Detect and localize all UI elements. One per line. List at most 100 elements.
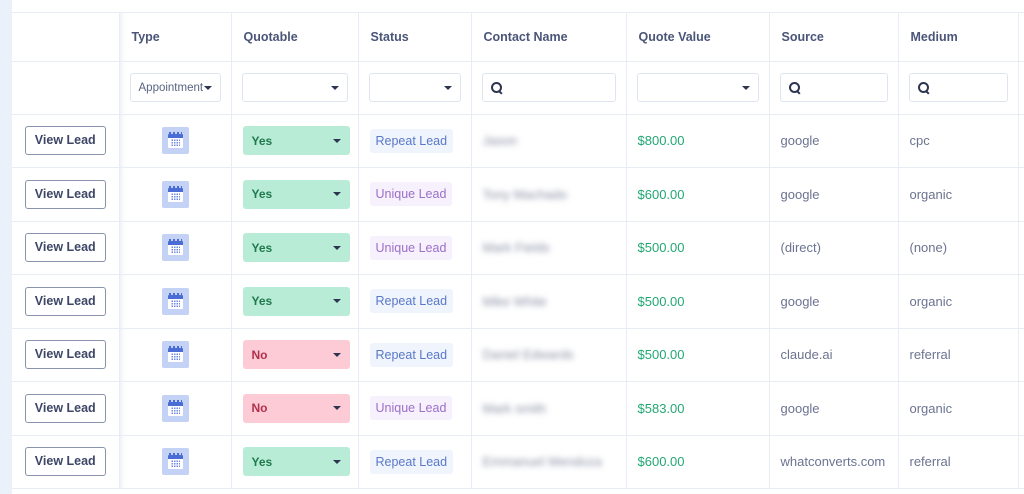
- source-value: google: [780, 133, 820, 149]
- medium-cell: (none): [898, 221, 1019, 275]
- status-badge: Unique Lead: [369, 396, 453, 421]
- quote-value: $800.00: [637, 133, 685, 149]
- status-badge: Unique Lead: [369, 182, 453, 207]
- quotable-value: Yes: [251, 187, 273, 202]
- chevron-down-icon: [330, 85, 339, 90]
- contact-name: Daniel Edwards: [482, 347, 574, 363]
- view-lead-button[interactable]: View Lead: [24, 286, 106, 316]
- column-header-overflow: [1018, 13, 1024, 62]
- view-lead-button[interactable]: View Lead: [24, 393, 106, 423]
- filter-source-cell: [769, 61, 899, 115]
- source-cell: claude.ai: [769, 328, 899, 382]
- contact-name: Mark smith: [482, 400, 547, 416]
- column-header-source[interactable]: Source: [769, 13, 899, 62]
- column-header-quote-value[interactable]: Quote Value: [626, 13, 770, 62]
- leads-table: Type Quotable Status Contact Name Quote …: [12, 12, 1024, 494]
- row-overflow: [1018, 328, 1024, 382]
- row-overflow: [1018, 274, 1024, 329]
- quotable-value: No: [251, 401, 268, 416]
- column-header-actions: [12, 13, 120, 62]
- quotable-select[interactable]: Yes: [242, 126, 350, 156]
- quotable-value: Yes: [251, 454, 273, 469]
- type-cell: [119, 167, 232, 222]
- quotable-cell: Yes: [231, 167, 359, 222]
- search-icon: [788, 81, 801, 94]
- medium-cell: cpc: [898, 114, 1019, 168]
- source-value: google: [780, 293, 820, 309]
- calendar-icon: [161, 448, 189, 476]
- status-cell: Repeat Lead: [358, 328, 472, 382]
- column-header-type[interactable]: Type: [119, 13, 232, 62]
- row-overflow: [1018, 435, 1024, 489]
- source-value: (direct): [780, 240, 821, 256]
- actions-cell: View Lead: [12, 274, 120, 329]
- medium-value: cpc: [909, 133, 930, 149]
- quote-value: $500.00: [637, 293, 685, 309]
- filter-row: Appointment: [12, 61, 1024, 115]
- quote-value: $500.00: [637, 240, 685, 256]
- quotable-select[interactable]: No: [242, 340, 350, 370]
- quotable-filter-select[interactable]: [241, 73, 348, 102]
- chevron-down-icon: [332, 192, 341, 197]
- table-row: View Lead No Unique Lead Mark smith $583…: [12, 381, 1024, 436]
- calendar-icon: [161, 127, 189, 155]
- type-cell: [119, 114, 232, 168]
- medium-value: referral: [909, 347, 951, 363]
- medium-search-input[interactable]: [908, 73, 1008, 102]
- chevron-down-icon: [741, 85, 750, 90]
- medium-value: (none): [909, 240, 948, 256]
- quote-value-cell: $500.00: [626, 221, 770, 275]
- quotable-select[interactable]: Yes: [242, 233, 350, 263]
- medium-value: referral: [909, 454, 951, 470]
- quotable-cell: Yes: [231, 114, 359, 168]
- contact-name-cell: Tony Machado: [471, 167, 627, 222]
- row-overflow: [1018, 114, 1024, 168]
- quotable-select[interactable]: Yes: [242, 179, 350, 209]
- quote-value-cell: $583.00: [626, 381, 770, 436]
- filter-quotable-cell: [231, 61, 359, 115]
- view-lead-button[interactable]: View Lead: [24, 126, 106, 156]
- source-value: whatconverts.com: [780, 454, 886, 470]
- quotable-select[interactable]: No: [242, 393, 350, 423]
- calendar-icon: [161, 341, 189, 369]
- column-header-quotable[interactable]: Quotable: [231, 13, 359, 62]
- column-header-status[interactable]: Status: [358, 13, 472, 62]
- quote-value-cell: $800.00: [626, 114, 770, 168]
- chevron-down-icon: [203, 85, 212, 90]
- contact-name: Tony Machado: [482, 186, 568, 202]
- view-lead-button[interactable]: View Lead: [24, 179, 106, 209]
- column-header-medium[interactable]: Medium: [898, 13, 1019, 62]
- contact-name-cell: Emmanuel Mendoza: [471, 435, 627, 489]
- type-cell: [119, 221, 232, 275]
- contact-name: Mike White: [482, 293, 547, 309]
- quotable-select[interactable]: Yes: [242, 286, 350, 316]
- medium-cell: referral: [898, 328, 1019, 382]
- contact-name-cell: Mike White: [471, 274, 627, 329]
- view-lead-button[interactable]: View Lead: [24, 447, 106, 477]
- status-badge: Repeat Lead: [369, 128, 454, 153]
- row-overflow: [1018, 381, 1024, 436]
- quote-value-filter-select[interactable]: [636, 73, 759, 102]
- quote-value-cell: $600.00: [626, 167, 770, 222]
- quotable-value: Yes: [251, 294, 273, 309]
- source-cell: google: [769, 114, 899, 168]
- search-icon: [917, 81, 930, 94]
- source-cell: (direct): [769, 221, 899, 275]
- contact-name-search-input[interactable]: [481, 73, 616, 102]
- quotable-cell: Yes: [231, 274, 359, 329]
- quotable-cell: No: [231, 381, 359, 436]
- status-filter-select[interactable]: [368, 73, 461, 102]
- chevron-down-icon: [443, 85, 452, 90]
- source-cell: google: [769, 167, 899, 222]
- view-lead-button[interactable]: View Lead: [24, 233, 106, 263]
- column-header-contact-name[interactable]: Contact Name: [471, 13, 627, 62]
- table-row: View Lead Yes Repeat Lead Jason $800.00 …: [12, 114, 1024, 168]
- source-value: google: [780, 186, 820, 202]
- source-search-input[interactable]: [779, 73, 888, 102]
- header-row: Type Quotable Status Contact Name Quote …: [12, 13, 1024, 62]
- chevron-down-icon: [332, 406, 341, 411]
- type-cell: [119, 328, 232, 382]
- type-filter-select[interactable]: Appointment: [129, 73, 221, 102]
- view-lead-button[interactable]: View Lead: [24, 340, 106, 370]
- quotable-select[interactable]: Yes: [242, 447, 350, 477]
